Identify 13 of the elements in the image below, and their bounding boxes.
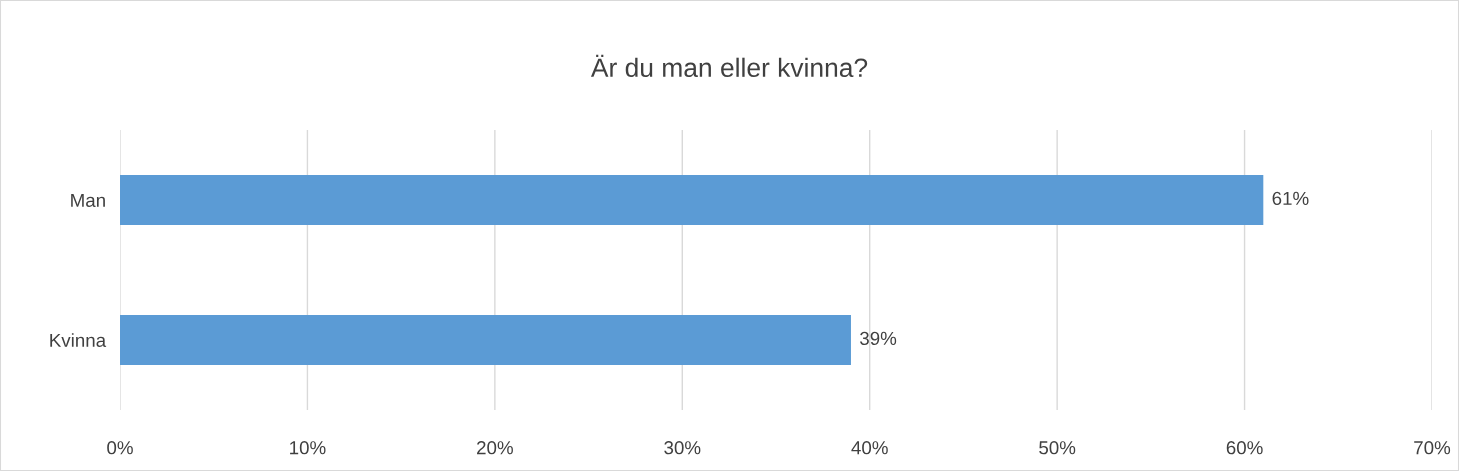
x-tick-label: 0%: [107, 441, 133, 455]
x-tick-label: 30%: [664, 441, 701, 455]
data-label: 61%: [1272, 191, 1309, 206]
data-label: 39%: [860, 331, 897, 346]
chart-title: Är du man eller kvinna?: [590, 54, 868, 78]
x-tick-label: 40%: [851, 441, 888, 455]
y-tick-label: Kvinna: [50, 333, 107, 347]
x-tick-label: 70%: [1414, 441, 1451, 455]
x-tick-label: 50%: [1039, 441, 1076, 455]
y-tick-label: Man: [71, 193, 105, 207]
x-tick-label: 20%: [477, 441, 513, 455]
x-tick-label: 10%: [290, 441, 326, 455]
x-tick-label: 60%: [1226, 441, 1263, 455]
